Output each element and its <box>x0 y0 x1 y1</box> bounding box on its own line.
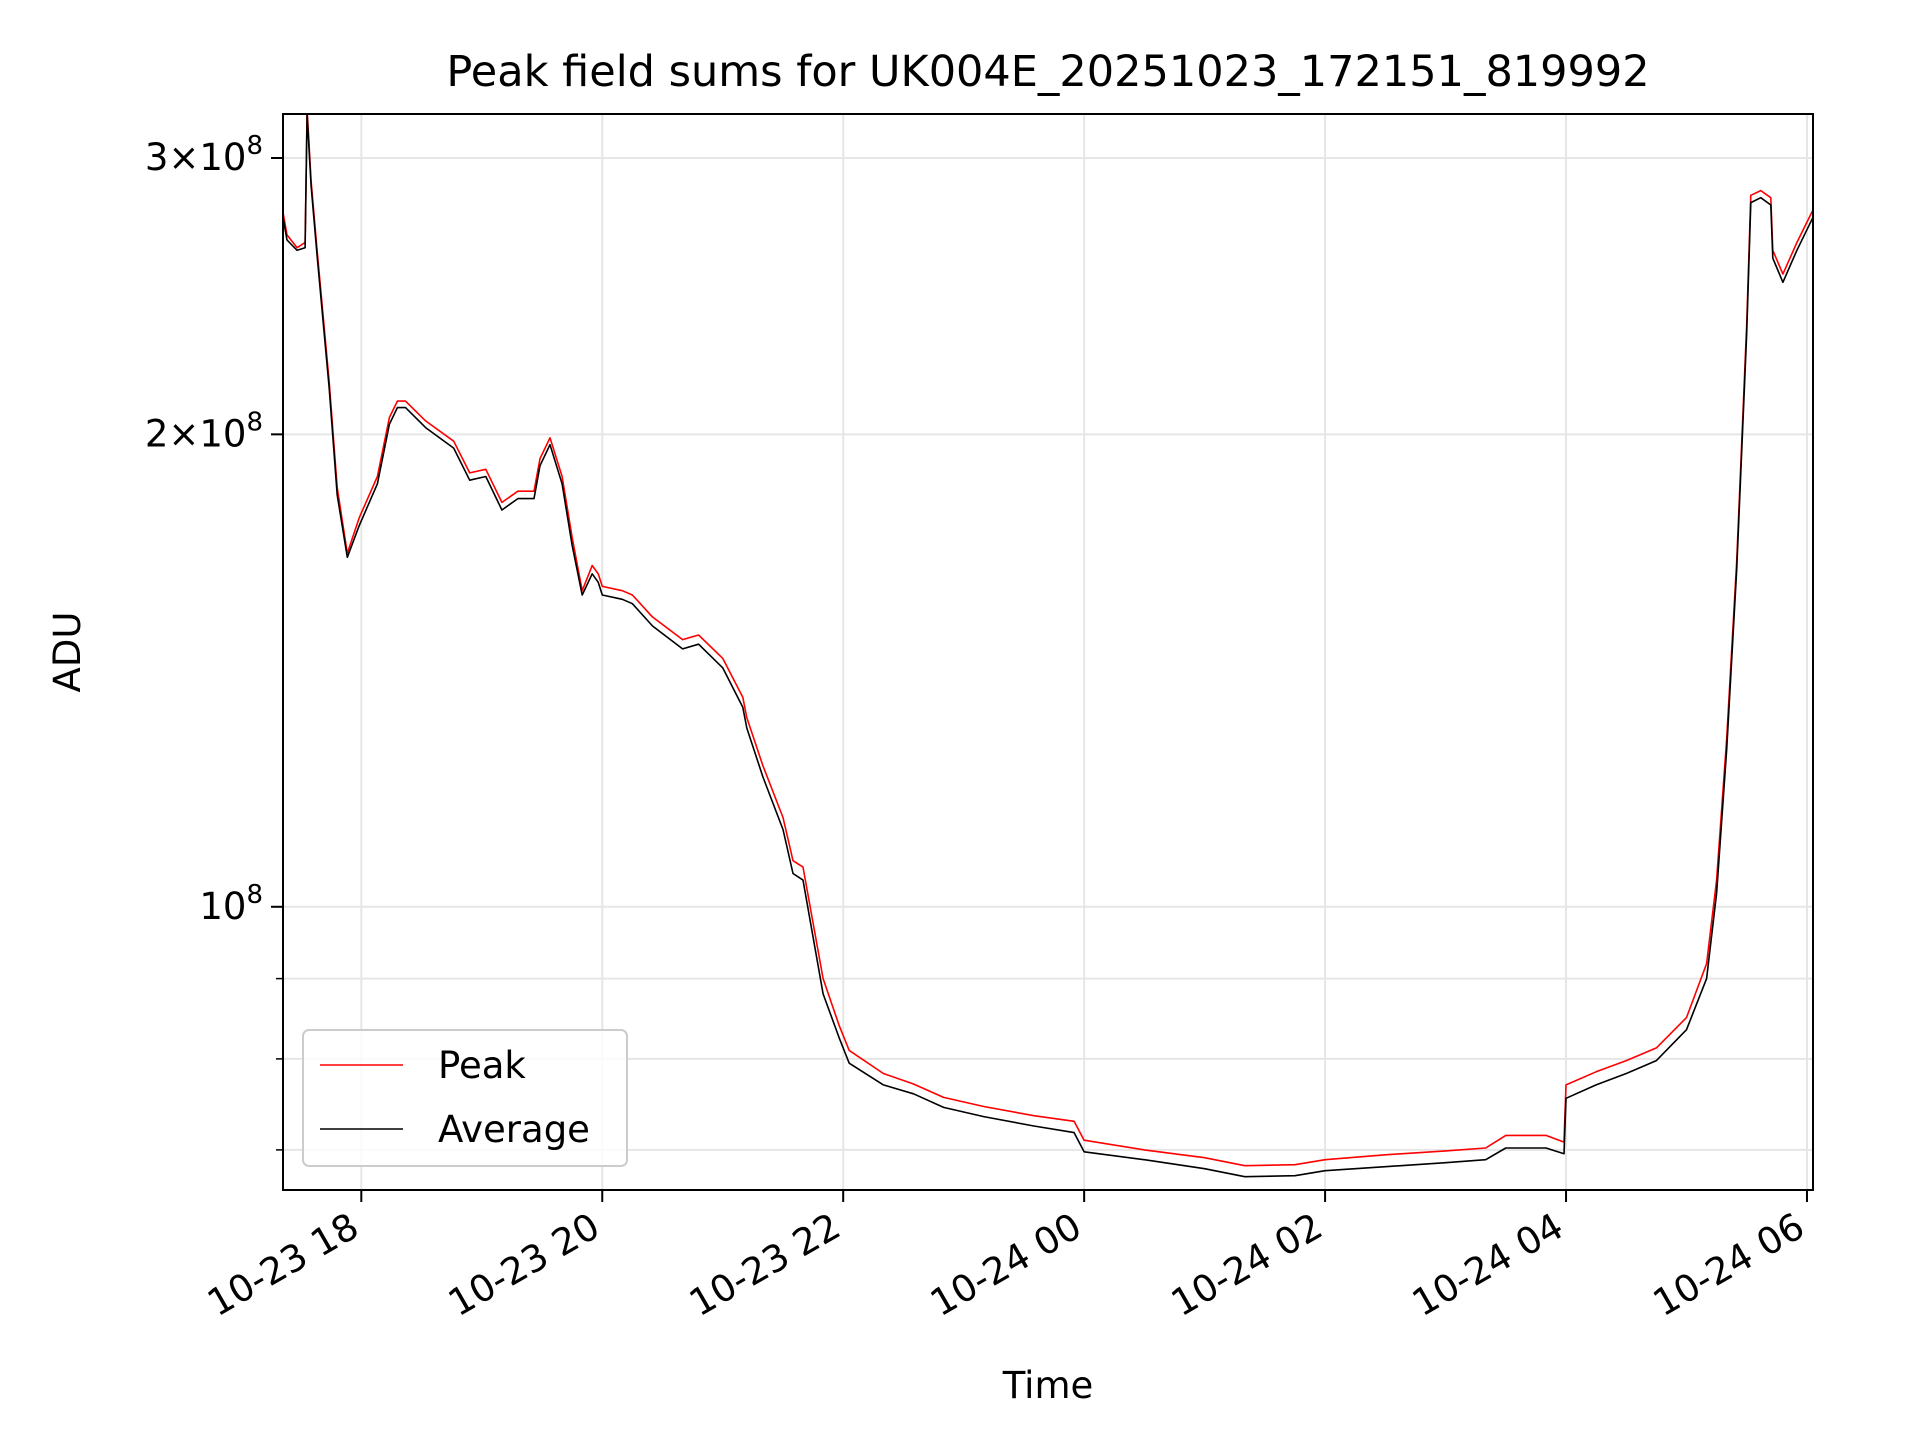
legend: Peak Average <box>302 1029 628 1167</box>
y-tick-label: 2×108 <box>145 407 263 455</box>
plot-area-frame <box>282 113 1814 1191</box>
y-tick-label: 3×108 <box>145 131 263 179</box>
legend-label-peak: Peak <box>438 1044 526 1087</box>
y-axis-label: ADU <box>46 612 89 693</box>
y-tick-label: 108 <box>199 880 263 928</box>
series-line-peak <box>283 114 1813 1167</box>
x-axis-label: Time <box>1002 1364 1094 1407</box>
series-line-average <box>283 114 1813 1178</box>
legend-box <box>302 1029 628 1167</box>
series-layer <box>283 114 1813 1178</box>
legend-label-average: Average <box>438 1108 590 1151</box>
chart-title: Peak field sums for UK004E_20251023_1721… <box>446 47 1649 97</box>
